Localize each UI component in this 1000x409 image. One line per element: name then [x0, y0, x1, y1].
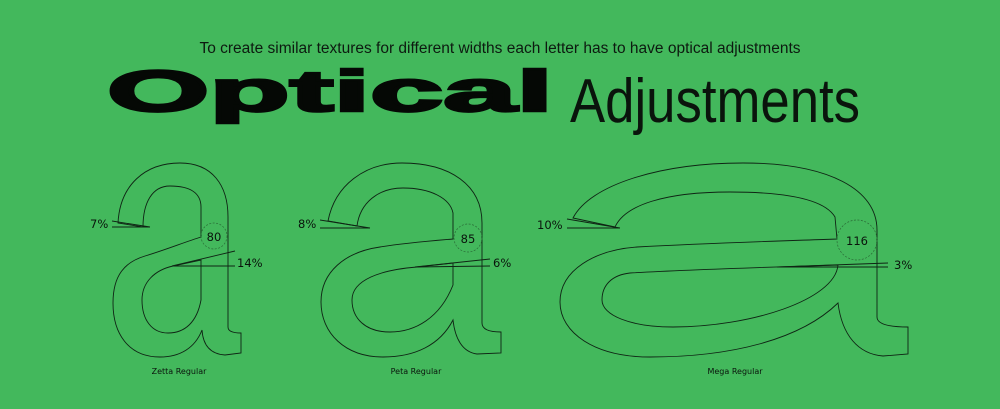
- bar-angle-label: 3%: [894, 258, 912, 272]
- terminal-line: [319, 219, 371, 229]
- counter-outline: [141, 259, 202, 334]
- glyph-outline: [112, 162, 242, 358]
- glyph-outline: [559, 162, 909, 358]
- bar-line: [414, 258, 491, 268]
- terminal-line: [111, 220, 151, 228]
- joint-value-label: 85: [461, 232, 476, 246]
- joint-circle: [200, 222, 228, 250]
- terminal-angle-label: 8%: [298, 217, 316, 231]
- joint-value-label: 116: [846, 234, 868, 248]
- specimen-peta: 8% 85 6% Peta Regular: [298, 162, 511, 376]
- counter-outline: [351, 262, 454, 333]
- title-bold: Optical: [107, 59, 553, 124]
- specimen-zetta: 7% 80 14% Zetta Regular: [90, 162, 263, 376]
- specimen-caption: Mega Regular: [707, 367, 763, 376]
- counter-outline: [601, 264, 839, 328]
- specimen-mega: 10% 116 3% Mega Regular: [537, 162, 912, 376]
- bar-line: [171, 250, 236, 267]
- title-light: Adjustments: [570, 67, 860, 136]
- joint-circle: [453, 223, 483, 253]
- terminal-angle-label: 10%: [537, 218, 563, 232]
- joint-circle: [836, 219, 878, 261]
- bar-angle-label: 6%: [493, 256, 511, 270]
- bar-line: [776, 262, 889, 268]
- specimen-caption: Zetta Regular: [152, 367, 208, 376]
- terminal-line: [566, 218, 621, 229]
- terminal-angle-label: 7%: [90, 217, 108, 231]
- specimen-caption: Peta Regular: [391, 367, 442, 376]
- joint-value-label: 80: [207, 230, 222, 244]
- bar-angle-label: 14%: [237, 256, 263, 270]
- bar-baseline: [414, 265, 491, 268]
- glyph-outline: [320, 162, 502, 358]
- subtitle: To create similar textures for different…: [199, 40, 800, 57]
